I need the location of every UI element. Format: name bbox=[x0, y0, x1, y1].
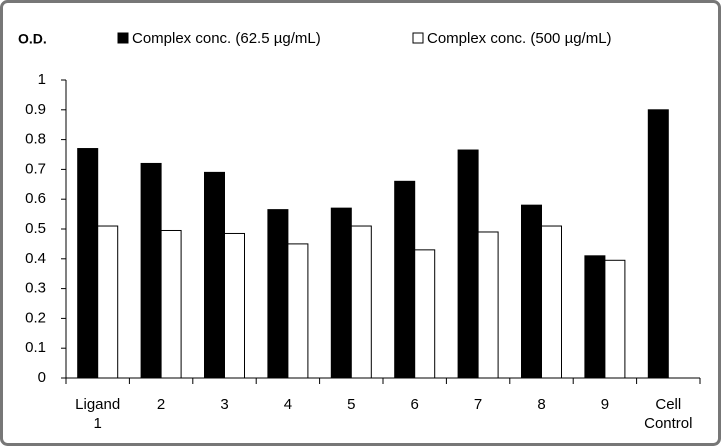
x-tick-label: 3 bbox=[220, 396, 229, 413]
bar bbox=[160, 229, 182, 379]
bar bbox=[521, 204, 542, 379]
bar bbox=[140, 162, 162, 379]
y-tick-label: 0.5 bbox=[25, 220, 46, 237]
y-tick-label: 0 bbox=[38, 369, 46, 386]
bar bbox=[457, 149, 479, 379]
y-tick-label: 0.4 bbox=[25, 250, 46, 267]
bar bbox=[584, 255, 606, 379]
y-tick-label: 0.6 bbox=[25, 190, 46, 207]
x-tick-label: 4 bbox=[283, 396, 293, 413]
bar bbox=[330, 207, 352, 379]
legend-swatch bbox=[412, 32, 424, 44]
x-tick-label: 6 bbox=[410, 396, 419, 413]
bar bbox=[394, 180, 416, 379]
y-tick-label: 0.8 bbox=[25, 131, 46, 148]
bar bbox=[414, 249, 436, 379]
legend-swatch bbox=[117, 32, 129, 44]
bar bbox=[477, 231, 499, 379]
y-tick-label: 1 bbox=[38, 71, 46, 88]
x-tick-label: 9 bbox=[600, 396, 610, 413]
bar bbox=[541, 225, 562, 379]
bar bbox=[204, 171, 225, 379]
y-axis-label: O.D. bbox=[18, 31, 47, 47]
x-tick-label: 7 bbox=[473, 396, 483, 413]
legend-label: Complex conc. (500 µg/mL) bbox=[427, 30, 612, 47]
x-tick-label: 8 bbox=[537, 396, 546, 413]
bar bbox=[287, 243, 309, 379]
y-tick-label: 0.1 bbox=[25, 339, 46, 356]
x-tick-label: Ligand 1 bbox=[75, 396, 121, 432]
x-tick-label: 5 bbox=[347, 396, 356, 413]
bar bbox=[97, 225, 119, 379]
bar bbox=[77, 148, 99, 379]
y-tick-label: 0.3 bbox=[25, 280, 46, 297]
bar bbox=[350, 225, 372, 379]
y-tick-label: 0.2 bbox=[25, 309, 46, 326]
y-tick-label: 0.7 bbox=[25, 160, 46, 177]
x-tick-label: Cell Control bbox=[644, 396, 693, 432]
legend-label: Complex conc. (62.5 µg/mL) bbox=[132, 30, 321, 47]
x-tick-label: 2 bbox=[156, 396, 166, 413]
bar bbox=[604, 259, 626, 379]
bar bbox=[647, 109, 669, 379]
bar bbox=[267, 209, 289, 379]
y-tick-label: 0.9 bbox=[25, 101, 46, 118]
bar bbox=[224, 232, 245, 379]
